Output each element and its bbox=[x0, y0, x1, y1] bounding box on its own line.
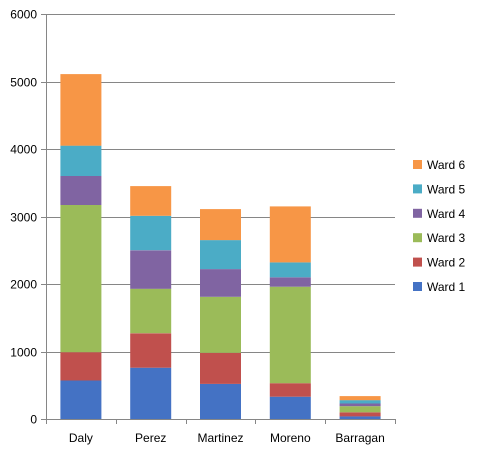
legend-swatch-ward-2 bbox=[413, 257, 422, 267]
bar-segment-moreno-ward-1 bbox=[269, 396, 311, 419]
bar-segment-moreno-ward-5 bbox=[269, 262, 311, 278]
x-tick-label-martinez: Martinez bbox=[197, 431, 243, 445]
bar-segment-martinez-ward-3 bbox=[200, 296, 241, 353]
legend-label: Ward 3 bbox=[427, 231, 466, 245]
bar-segment-martinez-ward-1 bbox=[200, 383, 241, 419]
y-tick-label: 3000 bbox=[10, 211, 37, 225]
legend-swatch-ward-6 bbox=[413, 160, 422, 169]
bar-segment-martinez-ward-6 bbox=[200, 209, 241, 241]
x-axis-tick-labels: Daly Perez Martinez Moreno Barragan bbox=[69, 431, 385, 445]
bar-segment-barragan-ward-3 bbox=[339, 406, 381, 413]
bar-segment-perez-ward-3 bbox=[130, 288, 172, 334]
legend-label: Ward 2 bbox=[427, 256, 466, 270]
legend-label: Ward 1 bbox=[427, 280, 466, 294]
y-tick-label: 5000 bbox=[10, 76, 37, 90]
bar-segment-perez-ward-5 bbox=[130, 215, 172, 251]
legend-swatch-ward-4 bbox=[413, 208, 422, 218]
bar-segment-barragan-ward-4 bbox=[339, 403, 381, 407]
x-tick-label-moreno: Moreno bbox=[270, 431, 311, 445]
legend-swatch-ward-5 bbox=[413, 184, 422, 194]
bar-segment-daly-ward-3 bbox=[60, 205, 102, 353]
bar-segment-perez-ward-1 bbox=[130, 367, 172, 419]
y-tick-label: 6000 bbox=[10, 8, 37, 22]
y-tick-label: 2000 bbox=[10, 278, 37, 292]
bar-segment-daly-ward-1 bbox=[60, 380, 102, 419]
bar-segment-moreno-ward-2 bbox=[269, 383, 311, 397]
bar-segment-moreno-ward-3 bbox=[269, 286, 311, 384]
y-axis-tick-labels: 0 1000 2000 3000 4000 5000 6000 bbox=[10, 8, 37, 427]
bar-segment-daly-ward-2 bbox=[60, 352, 102, 381]
legend-label: Ward 5 bbox=[427, 182, 466, 196]
y-tick-label: 0 bbox=[30, 413, 37, 427]
x-tick-label-perez: Perez bbox=[135, 431, 166, 445]
bar-segment-moreno-ward-6 bbox=[269, 206, 311, 263]
bar-segment-perez-ward-2 bbox=[130, 333, 172, 368]
x-tick-label-daly: Daly bbox=[69, 431, 93, 445]
legend: Ward 6 Ward 5 Ward 4 Ward 3 Ward 2 Ward 1 bbox=[413, 158, 466, 294]
legend-swatch-ward-3 bbox=[413, 233, 422, 243]
bar-segment-martinez-ward-2 bbox=[200, 352, 241, 384]
bar-segment-barragan-ward-2 bbox=[339, 412, 381, 417]
y-tick-label: 4000 bbox=[10, 143, 37, 157]
bar-segment-barragan-ward-5 bbox=[339, 400, 381, 404]
bar-segment-daly-ward-4 bbox=[60, 176, 102, 205]
axes bbox=[46, 14, 396, 424]
bars bbox=[60, 74, 381, 419]
bar-segment-perez-ward-4 bbox=[130, 250, 172, 289]
bar-segment-barragan-ward-6 bbox=[339, 396, 381, 401]
legend-label: Ward 4 bbox=[427, 207, 466, 221]
bar-segment-moreno-ward-4 bbox=[269, 277, 311, 287]
y-tick-label: 1000 bbox=[10, 346, 37, 360]
bar-segment-martinez-ward-5 bbox=[200, 240, 241, 270]
legend-label: Ward 6 bbox=[427, 158, 466, 172]
x-tick-label-barragan: Barragan bbox=[335, 431, 384, 445]
bar-segment-martinez-ward-4 bbox=[200, 269, 241, 297]
bar-segment-perez-ward-6 bbox=[130, 186, 172, 216]
bar-segment-barragan-ward-1 bbox=[339, 416, 381, 419]
bar-segment-daly-ward-5 bbox=[60, 145, 102, 176]
bar-segment-daly-ward-6 bbox=[60, 74, 102, 146]
legend-swatch-ward-1 bbox=[413, 282, 422, 291]
